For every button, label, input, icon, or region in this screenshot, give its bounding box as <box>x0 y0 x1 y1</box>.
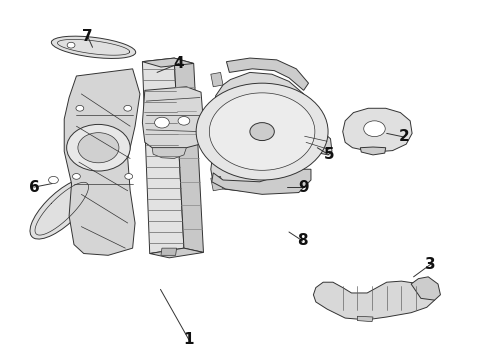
Text: 1: 1 <box>184 332 194 347</box>
Polygon shape <box>357 316 373 321</box>
Text: 3: 3 <box>425 257 436 272</box>
Polygon shape <box>343 108 412 152</box>
Text: 9: 9 <box>298 180 309 195</box>
Text: 8: 8 <box>297 234 308 248</box>
Polygon shape <box>211 72 313 191</box>
Polygon shape <box>211 101 223 116</box>
Text: 7: 7 <box>82 29 93 44</box>
Circle shape <box>364 121 385 136</box>
Polygon shape <box>174 58 203 252</box>
Text: 6: 6 <box>28 180 39 195</box>
Circle shape <box>76 105 84 111</box>
Polygon shape <box>411 277 441 300</box>
Circle shape <box>196 83 328 180</box>
Circle shape <box>124 105 132 111</box>
Circle shape <box>78 133 119 163</box>
Circle shape <box>250 123 274 140</box>
Polygon shape <box>314 281 435 320</box>
Circle shape <box>67 125 130 171</box>
Circle shape <box>73 174 80 179</box>
Ellipse shape <box>51 36 136 58</box>
Circle shape <box>49 176 58 184</box>
Circle shape <box>155 117 169 128</box>
Polygon shape <box>211 148 223 162</box>
Circle shape <box>209 93 315 170</box>
Polygon shape <box>143 58 184 253</box>
Circle shape <box>125 174 133 179</box>
Polygon shape <box>211 176 223 191</box>
Text: 5: 5 <box>324 147 334 162</box>
Polygon shape <box>143 58 194 67</box>
Polygon shape <box>143 87 203 148</box>
Circle shape <box>67 42 75 48</box>
Circle shape <box>178 117 190 125</box>
Polygon shape <box>161 248 176 255</box>
Text: 4: 4 <box>174 56 184 71</box>
Polygon shape <box>152 148 186 158</box>
Polygon shape <box>360 147 386 155</box>
Polygon shape <box>64 69 140 255</box>
Polygon shape <box>212 169 311 194</box>
Polygon shape <box>301 130 332 155</box>
Polygon shape <box>211 72 223 87</box>
Ellipse shape <box>30 178 94 239</box>
Polygon shape <box>150 248 203 258</box>
Polygon shape <box>226 58 309 90</box>
Text: 2: 2 <box>398 130 409 144</box>
